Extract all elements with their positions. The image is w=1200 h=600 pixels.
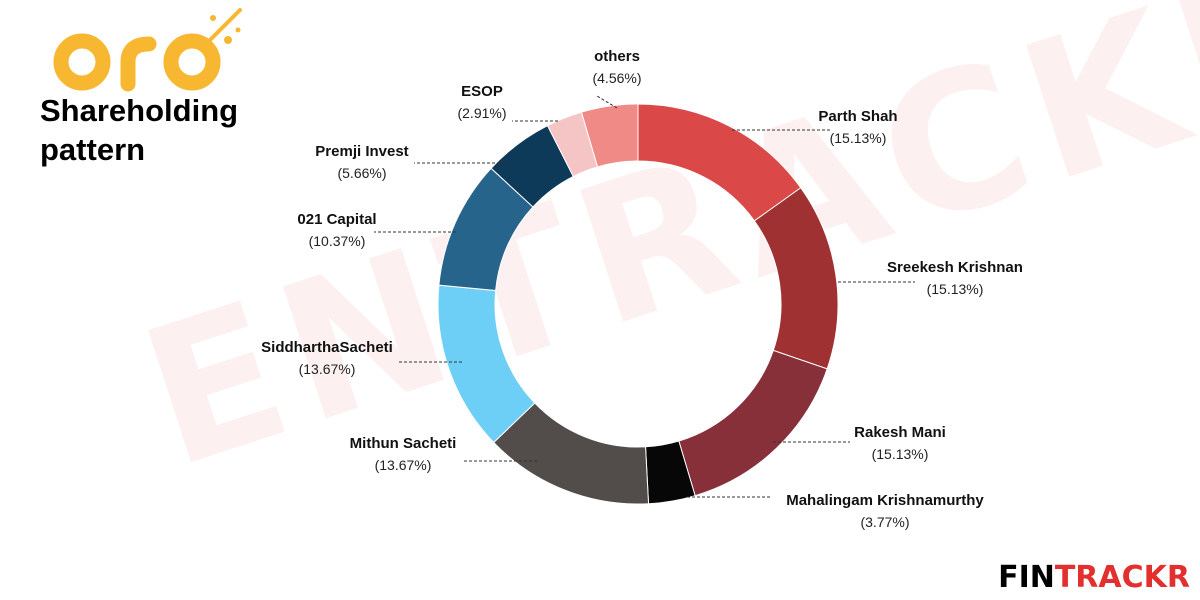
slice-percent-label: (15.13%) bbox=[927, 281, 984, 297]
oro-logo bbox=[52, 6, 252, 101]
slice-percent-label: (15.13%) bbox=[830, 130, 887, 146]
slice-percent-label: (4.56%) bbox=[592, 70, 641, 86]
slice-label: Rakesh Mani bbox=[854, 424, 946, 441]
page-title: Shareholding pattern bbox=[40, 92, 300, 170]
slice-percent-label: (3.77%) bbox=[860, 514, 909, 530]
title-line-1: Shareholding bbox=[40, 93, 239, 128]
slice-label: Parth Shah bbox=[818, 108, 897, 125]
brand-part-2: TRACKR bbox=[1054, 560, 1190, 595]
slice-percent-label: (10.37%) bbox=[309, 233, 366, 249]
title-line-2: pattern bbox=[40, 131, 146, 167]
slice-rakesh-mani bbox=[678, 349, 828, 497]
slice-label: 021 Capital bbox=[297, 211, 376, 228]
slice-labels: Parth Shah (15.13%) Sreekesh Krishnan (15.1… bbox=[261, 48, 1023, 530]
leader-line bbox=[596, 95, 618, 109]
slice-label: Mahalingam Krishnamurthy bbox=[786, 492, 984, 509]
slice-percent-label: (13.67%) bbox=[375, 457, 432, 473]
slice-label: others bbox=[594, 48, 640, 65]
brand-part-1: FIN bbox=[998, 560, 1055, 595]
slice-label: ESOP bbox=[461, 83, 503, 100]
slice-label: Mithun Sacheti bbox=[350, 435, 457, 452]
slice-percent-label: (2.91%) bbox=[457, 105, 506, 121]
fintrackr-brand: FINTRACKR bbox=[998, 560, 1190, 595]
slice-percent-label: (13.67%) bbox=[299, 361, 356, 377]
slice-parth-shah bbox=[637, 103, 802, 222]
slice-percent-label: (15.13%) bbox=[872, 446, 929, 462]
slice-label: Sreekesh Krishnan bbox=[887, 259, 1023, 276]
slice-percent-label: (5.66%) bbox=[337, 165, 386, 181]
slice-sreekesh-krishnan bbox=[753, 187, 839, 370]
slice-others bbox=[580, 103, 639, 168]
slice-label: SiddharthaSacheti bbox=[261, 339, 393, 356]
slice-label: Premji Invest bbox=[315, 143, 408, 160]
sparkle-icon bbox=[53, 8, 242, 92]
donut-slices bbox=[437, 103, 839, 505]
